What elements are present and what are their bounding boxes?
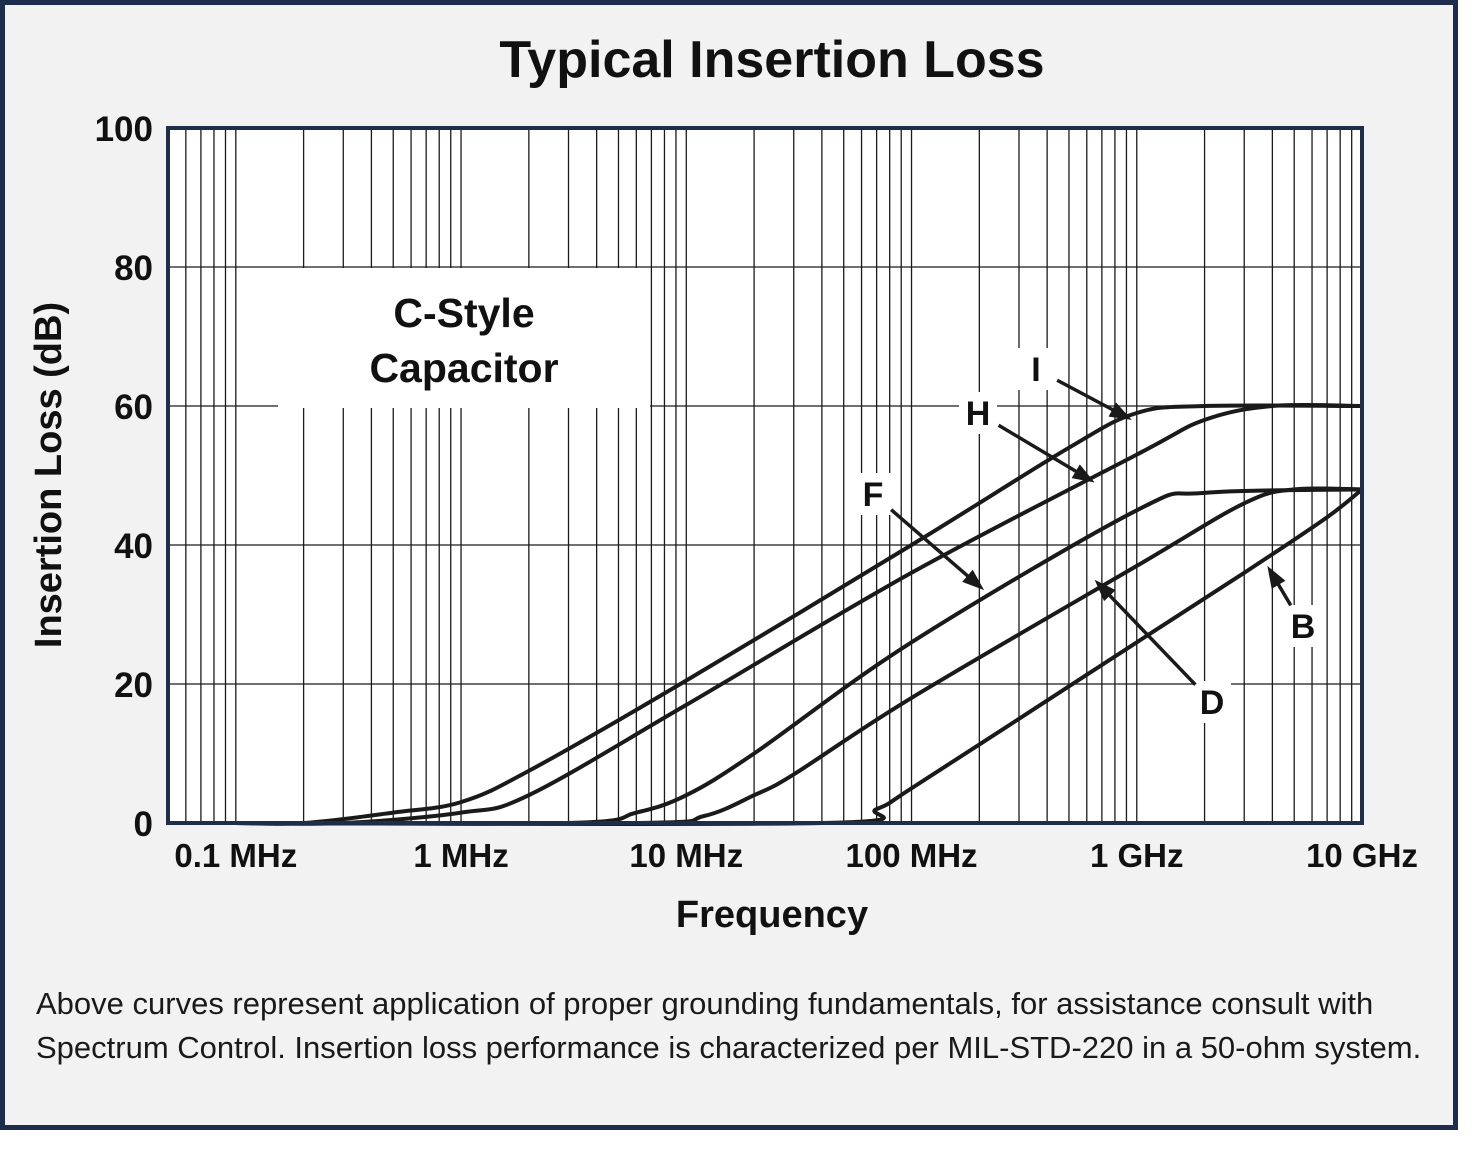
label-background — [1193, 681, 1231, 723]
arrow-head — [1071, 464, 1095, 483]
label-background — [959, 392, 997, 434]
series-label-d: D — [1094, 579, 1231, 723]
y-tick-label: 60 — [114, 388, 153, 427]
arrow-head — [1108, 402, 1132, 420]
plot-border — [166, 126, 1364, 825]
caption: Above curves represent application of pr… — [36, 986, 1422, 1065]
arrow-head — [1267, 565, 1286, 589]
annotation-line-1: C-Style — [393, 290, 534, 336]
x-tick-label: 100 MHz — [845, 837, 977, 874]
y-tick-label: 80 — [114, 249, 153, 288]
series-label-i: I — [1017, 348, 1132, 420]
leader-line — [997, 423, 1082, 476]
x-tick-label: 0.1 MHz — [174, 837, 297, 874]
label-background — [854, 473, 892, 515]
series-label-h: H — [959, 392, 1095, 483]
y-tick-label: 40 — [114, 527, 153, 566]
annotation-box: C-Style Capacitor — [278, 268, 650, 408]
series-label-f: F — [854, 473, 985, 591]
y-tick-label: 20 — [114, 666, 153, 705]
series-label-b: B — [1267, 565, 1322, 647]
series-label-text: I — [1031, 351, 1040, 389]
x-tick-label: 10 MHz — [629, 837, 743, 874]
series-line-h — [233, 402, 1364, 826]
label-background — [1017, 348, 1055, 390]
figure-frame: Typical Insertion Loss C-Style Capacitor… — [0, 0, 1458, 1130]
series-label-text: H — [966, 395, 991, 433]
x-tick-label: 1 GHz — [1090, 837, 1184, 874]
series-label-text: B — [1291, 608, 1316, 646]
x-axis-label: Frequency — [676, 894, 868, 936]
leader-line — [1104, 590, 1197, 686]
arrow-head — [1094, 579, 1116, 602]
y-tick-label: 0 — [134, 805, 153, 844]
series-labels: I H F D B — [854, 348, 1322, 723]
series-line-i — [233, 403, 1364, 826]
chart-title: Typical Insertion Loss — [499, 31, 1044, 89]
annotation-line-2: Capacitor — [369, 345, 558, 391]
x-axis-ticks: 0.1 MHz 1 MHz 10 MHz 100 MHz 1 GHz 10 GHz — [174, 837, 1418, 874]
plot-area — [168, 128, 1362, 823]
leader-line — [890, 508, 974, 582]
series-label-text: F — [863, 476, 884, 514]
y-axis-ticks: 0 20 40 60 80 100 — [95, 110, 153, 844]
label-background — [1284, 605, 1322, 647]
x-tick-label: 1 MHz — [413, 837, 508, 874]
arrow-head — [962, 569, 985, 591]
y-tick-label: 100 — [95, 110, 153, 149]
x-tick-label: 10 GHz — [1306, 837, 1418, 874]
y-axis-label: Insertion Loss (dB) — [28, 302, 70, 648]
leader-line — [1056, 378, 1119, 414]
series-label-text: D — [1200, 684, 1225, 722]
chart: Typical Insertion Loss C-Style Capacitor… — [28, 31, 1418, 936]
